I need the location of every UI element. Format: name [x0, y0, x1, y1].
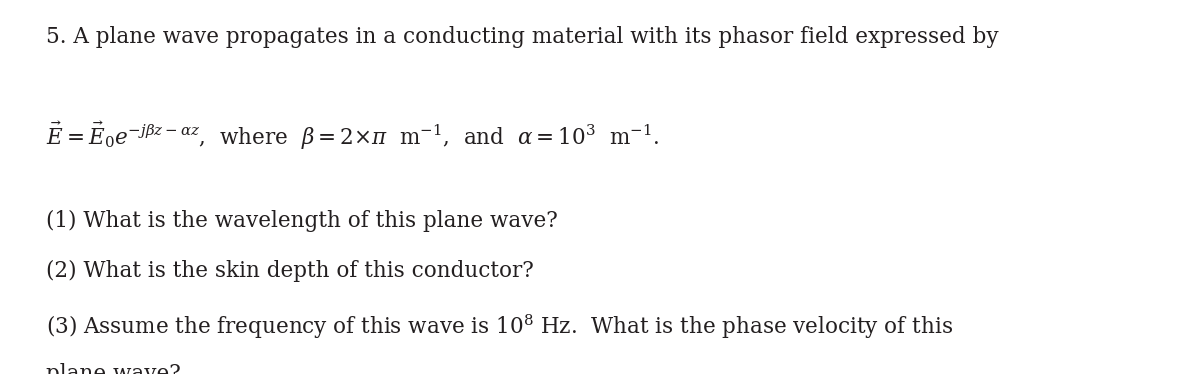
Text: plane wave?: plane wave?: [46, 363, 180, 374]
Text: 5. A plane wave propagates in a conducting material with its phasor field expres: 5. A plane wave propagates in a conducti…: [46, 26, 998, 48]
Text: (1) What is the wavelength of this plane wave?: (1) What is the wavelength of this plane…: [46, 209, 557, 232]
Text: (2) What is the skin depth of this conductor?: (2) What is the skin depth of this condu…: [46, 260, 533, 282]
Text: $\vec{E} = \vec{E}_0 e^{-j\beta z-\alpha z}$,  where  $\beta = 2{\times}\pi$  m$: $\vec{E} = \vec{E}_0 e^{-j\beta z-\alpha…: [46, 120, 659, 152]
Text: (3) Assume the frequency of this wave is $10^8$ Hz.  What is the phase velocity : (3) Assume the frequency of this wave is…: [46, 312, 953, 341]
